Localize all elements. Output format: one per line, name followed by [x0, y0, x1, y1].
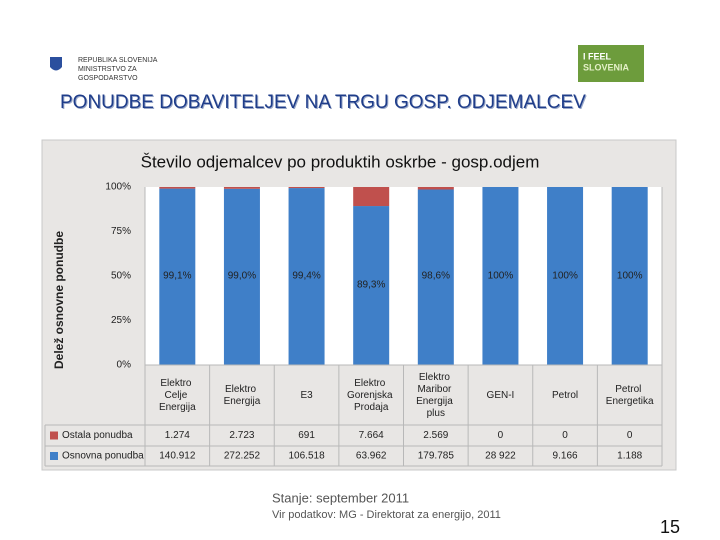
legend-swatch [50, 431, 58, 440]
ministry: REPUBLIKA SLOVENIJA [78, 57, 158, 64]
value-label: 89,3% [357, 280, 385, 291]
source: Vir podatkov: MG - Direktorat za energij… [272, 509, 501, 521]
bar [482, 187, 519, 365]
bar [159, 188, 196, 365]
table-cell: 0 [627, 430, 633, 441]
ministry: GOSPODARSTVO [78, 75, 138, 82]
table-cell: 2.723 [229, 430, 254, 441]
title-shadow: PONUDBE DOBAVITELJEV NA TRGU GOSP. ODJEM… [61, 93, 587, 114]
x-tick-label: Elektro Maribor Energija plus [416, 372, 455, 419]
value-label: 100% [488, 271, 514, 282]
bar [223, 187, 260, 189]
y-tick-label: 75% [111, 226, 131, 237]
y-tick-label: 50% [111, 271, 131, 282]
legend-swatch [50, 452, 58, 460]
table-cell: 179.785 [418, 451, 455, 462]
y-tick-label: 25% [111, 315, 131, 326]
bar [223, 188, 260, 365]
value-label: 99,1% [163, 271, 191, 282]
x-tick-label: Petrol Energetika [606, 384, 654, 407]
table-cell: 28 922 [485, 451, 516, 462]
x-tick-label: GEN-I [487, 390, 515, 401]
bar [611, 187, 648, 365]
page-number: 15 [660, 517, 680, 537]
emblem [50, 57, 62, 71]
table-cell: 7.664 [359, 430, 384, 441]
plot-area [145, 187, 662, 365]
status: Stanje: september 2011 [272, 490, 409, 505]
value-label: 99,0% [228, 271, 256, 282]
legend-label: Osnovna ponudba [62, 451, 144, 462]
bar [547, 187, 584, 365]
bar [288, 187, 325, 189]
bar [417, 187, 454, 190]
table-cell: 0 [562, 430, 568, 441]
x-tick-label: Elektro Gorenjska Prodaja [347, 378, 395, 413]
logo-text: I FEEL [583, 51, 612, 61]
value-label: 98,6% [422, 271, 450, 282]
bar [417, 189, 454, 365]
x-tick-label: E3 [300, 390, 313, 401]
value-label: 100% [552, 271, 578, 282]
y-tick-label: 100% [105, 182, 131, 193]
bar [159, 187, 196, 189]
x-tick-label: Petrol [552, 390, 578, 401]
logo [578, 45, 644, 82]
bar [288, 188, 325, 365]
y-tick-label: 0% [117, 360, 132, 371]
chart-title: Število odjemalcev po produktih oskrbe -… [141, 152, 540, 171]
table-cell: 106.518 [288, 451, 325, 462]
table-cell: 272.252 [224, 451, 261, 462]
y-axis-label: Delež osnovne ponudbe [52, 231, 66, 369]
bar [353, 206, 390, 365]
slide-title: PONUDBE DOBAVITELJEV NA TRGU GOSP. ODJEM… [60, 92, 586, 113]
table-cell: 140.912 [159, 451, 196, 462]
table-cell: 2.569 [423, 430, 448, 441]
logo-text: SLOVENIA [583, 62, 630, 72]
bar [353, 187, 390, 207]
table-cell: 63.962 [356, 451, 387, 462]
table-cell: 1.188 [617, 451, 642, 462]
x-tick-label: Elektro Celje Energija [159, 378, 196, 413]
table-cell: 0 [498, 430, 504, 441]
value-label: 100% [617, 271, 643, 282]
value-label: 99,4% [292, 271, 320, 282]
table-cell: 9.166 [553, 451, 578, 462]
x-tick-label: Elektro Energija [224, 384, 261, 407]
table-cell: 691 [298, 430, 315, 441]
legend-label: Ostala ponudba [62, 430, 133, 441]
table-cell: 1.274 [165, 430, 190, 441]
ministry: MINISTRSTVO ZA [78, 66, 137, 73]
